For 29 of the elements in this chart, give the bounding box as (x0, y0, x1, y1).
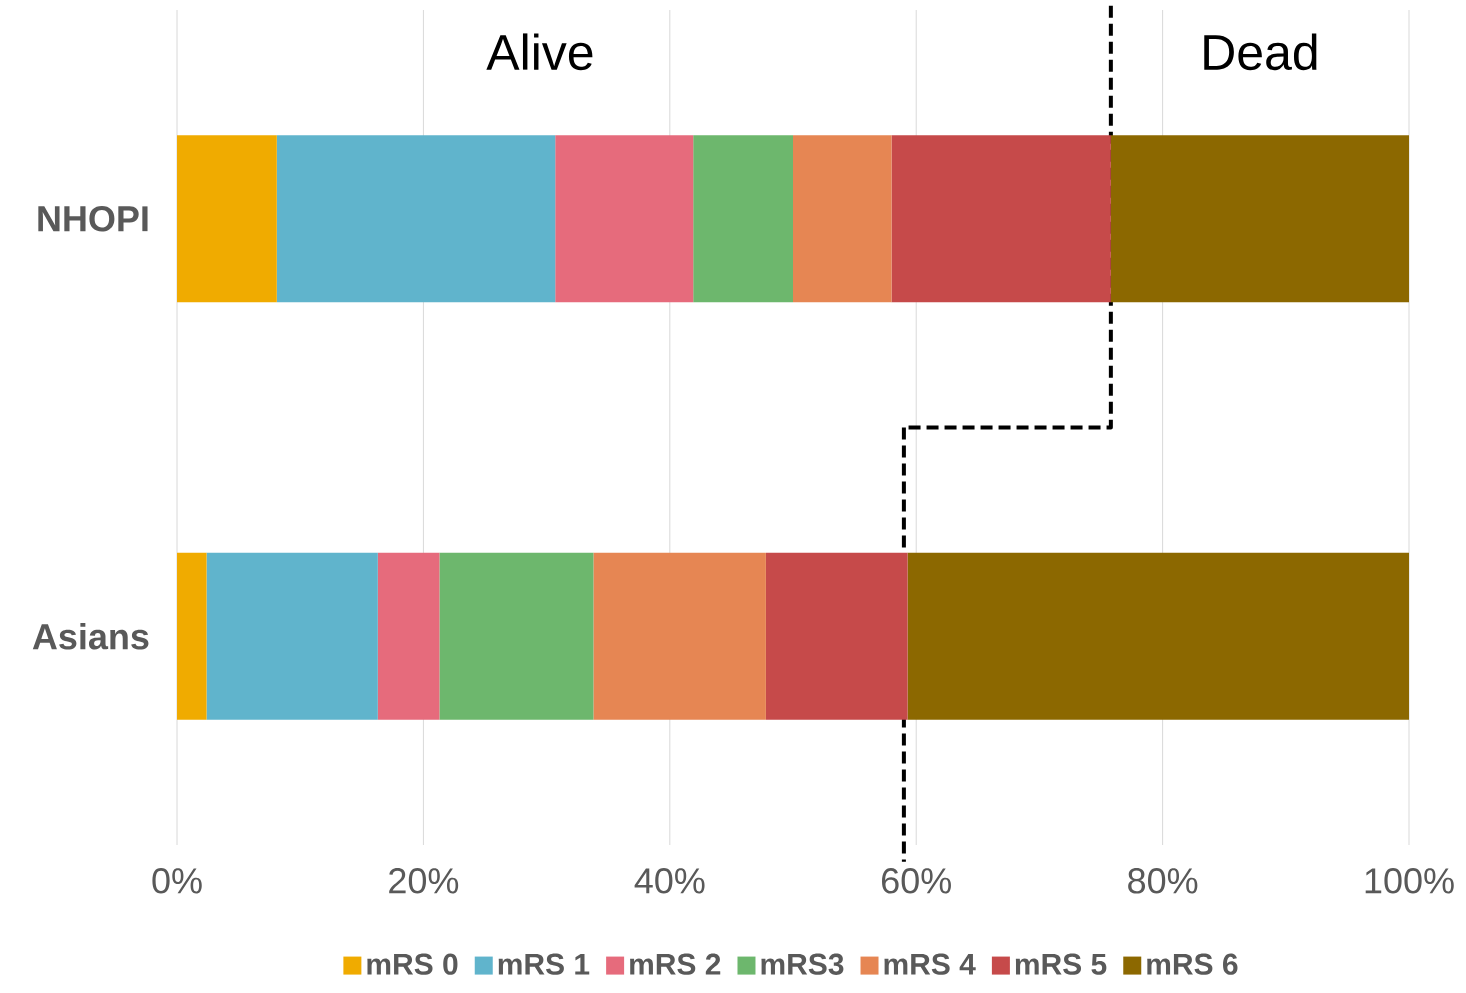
bar (793, 135, 892, 303)
bar (177, 135, 277, 303)
x-tick-label: 100% (1365, 868, 1454, 894)
x-tick-label: 60% (882, 868, 951, 894)
bar (693, 135, 794, 303)
bar (907, 552, 1410, 720)
x-tick-label: 20% (389, 868, 459, 894)
x-tick-label: 80% (1128, 868, 1198, 894)
legend-label: mRS 6 (1147, 953, 1238, 975)
x-tick-label: 0% (152, 868, 202, 894)
legend-label: mRS 1 (498, 953, 590, 975)
bar (765, 552, 908, 720)
legend-label: mRS 0 (367, 953, 458, 975)
y-tick-label: Asians (32, 623, 149, 650)
bar (177, 552, 207, 720)
bar (555, 135, 694, 303)
bar (439, 552, 594, 720)
bar (593, 552, 766, 720)
x-tick-label: 40% (634, 868, 705, 894)
bar (377, 552, 440, 720)
y-tick-label: NHOPI (38, 206, 148, 232)
legend-label: mRS 4 (884, 953, 976, 975)
legend-label: mRS3 (761, 953, 844, 975)
bar (276, 135, 556, 303)
annotation: Alive (486, 33, 593, 71)
bar (206, 552, 378, 720)
annotation: Dead (1204, 33, 1317, 71)
legend-label: mRS 2 (630, 953, 721, 975)
legend-label: mRS 5 (1015, 953, 1107, 975)
